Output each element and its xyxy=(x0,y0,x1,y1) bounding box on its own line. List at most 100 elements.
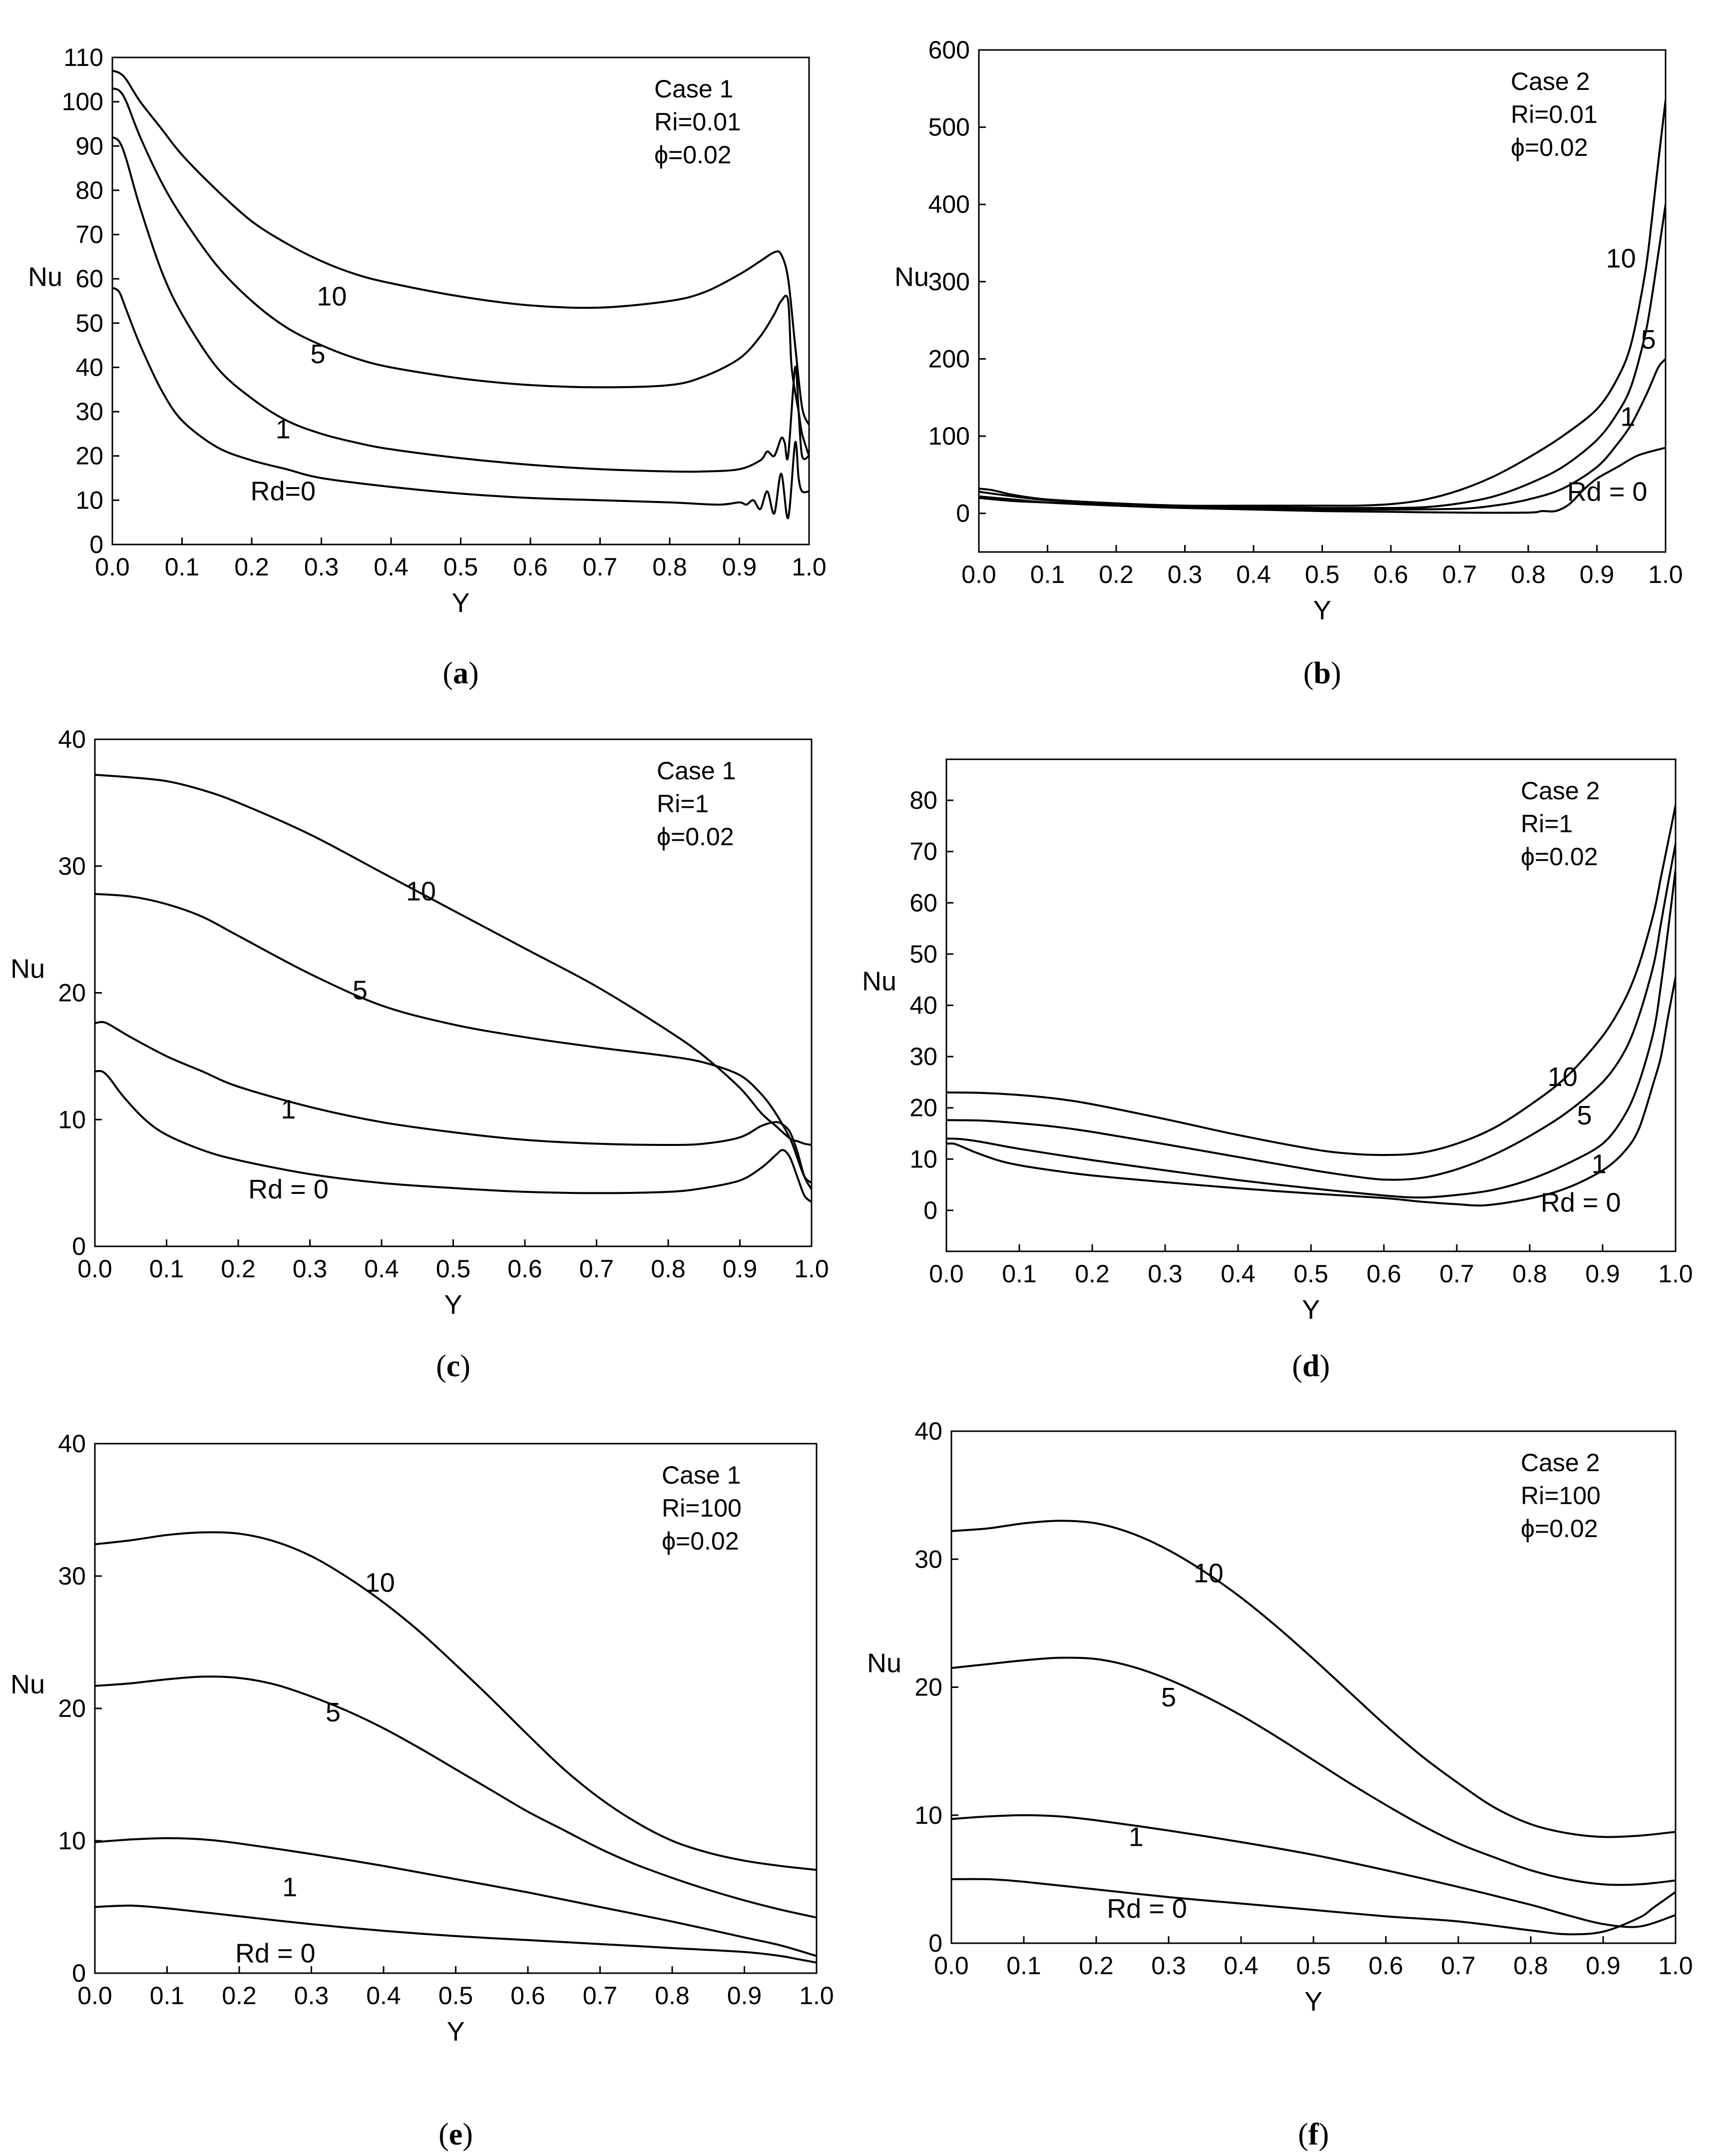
x-axis-label: Y xyxy=(446,2017,464,2047)
x-tick-label: 0.1 xyxy=(1002,1260,1037,1288)
series-line-rd=0 xyxy=(95,1904,817,1964)
chart-panel-f: 0.0 0.1 0.2 0.3 0.4 0.5 0.6 0.7 0.8 0.9 1.0 0 10 20 30… xyxy=(867,1417,1693,2152)
series-line-10 xyxy=(951,1520,1676,1838)
curve-label: 1 xyxy=(281,1094,296,1124)
curve-label: Rd = 0 xyxy=(235,1938,316,1968)
curve-label: 10 xyxy=(317,282,347,312)
info-line: ϕ=0.02 xyxy=(654,141,732,169)
series-line-5 xyxy=(946,843,1676,1181)
x-tick-label: 1.0 xyxy=(794,1255,829,1283)
x-tick-label: 0.7 xyxy=(583,553,618,581)
x-tick-label: 0.9 xyxy=(723,1255,758,1283)
caption-letter: b xyxy=(1313,656,1330,690)
curve-label: 5 xyxy=(311,339,326,369)
x-tick-label: 0.6 xyxy=(1366,1260,1401,1288)
y-tick-label: 100 xyxy=(62,88,103,116)
y-tick-label: 40 xyxy=(914,1417,942,1445)
y-tick-label: 80 xyxy=(75,176,103,204)
x-tick-label: 0.0 xyxy=(77,1255,112,1283)
x-tick-label: 0.1 xyxy=(150,1982,185,2010)
x-tick-label: 0.4 xyxy=(364,1255,399,1283)
x-tick-label: 0.9 xyxy=(722,553,757,581)
caption-paren: ) xyxy=(460,1349,470,1383)
x-tick-label: 0.2 xyxy=(234,553,269,581)
chart-panel-a: 0.0 0.1 0.2 0.3 0.4 0.5 0.6 0.7 0.8 0.9 1.0 0 10 20 30… xyxy=(28,43,827,690)
x-tick-label: 0.0 xyxy=(77,1982,112,2010)
y-tick-label: 30 xyxy=(58,1562,86,1590)
x-tick-label: 1.0 xyxy=(792,553,827,581)
caption-paren: ) xyxy=(462,2118,473,2152)
x-tick-label: 0.0 xyxy=(934,1952,969,1980)
x-axis-label: Y xyxy=(451,588,469,618)
x-tick-label: 0.5 xyxy=(1296,1952,1331,1980)
x-tick-label: 0.2 xyxy=(1079,1952,1114,1980)
y-tick-label: 0 xyxy=(923,1196,937,1224)
info-line: Case 1 xyxy=(654,75,733,103)
x-tick-label: 0.7 xyxy=(1439,1260,1474,1288)
x-tick-label: 0.9 xyxy=(727,1982,762,2010)
x-axis-label: Y xyxy=(1304,1987,1322,2017)
curve-label: 5 xyxy=(326,1697,341,1727)
x-axis-label: Y xyxy=(1313,595,1331,625)
info-line: Ri=1 xyxy=(657,790,709,818)
x-tick-label: 0.3 xyxy=(304,553,339,581)
y-tick-label: 500 xyxy=(928,113,970,141)
y-axis-label: Nu xyxy=(10,1669,45,1699)
y-tick-label: 0 xyxy=(72,1959,86,1987)
y-tick-label: 90 xyxy=(75,132,103,160)
y-axis-label: Nu xyxy=(867,1648,901,1678)
x-tick-label: 0.6 xyxy=(1368,1952,1403,1980)
x-tick-label: 0.8 xyxy=(1512,1260,1547,1288)
x-tick-label: 0.0 xyxy=(929,1260,964,1288)
panel-caption: (a) xyxy=(442,656,478,690)
y-tick-label: 600 xyxy=(928,36,970,64)
x-axis-label: Y xyxy=(444,1290,462,1320)
x-tick-label: 0.3 xyxy=(1168,560,1203,588)
x-tick-label: 0.9 xyxy=(1585,1260,1620,1288)
x-tick-label: 0.6 xyxy=(510,1982,545,2010)
x-tick-label: 0.2 xyxy=(1075,1260,1110,1288)
x-tick-label: 0.9 xyxy=(1586,1952,1621,1980)
caption-letter: c xyxy=(446,1349,460,1383)
y-tick-label: 400 xyxy=(928,190,970,218)
y-tick-label: 50 xyxy=(75,309,103,337)
x-tick-label: 0.5 xyxy=(1305,560,1340,588)
series-line-rd=0 xyxy=(112,287,809,519)
info-line: Case 2 xyxy=(1521,1449,1600,1477)
y-axis-label: Nu xyxy=(10,954,45,984)
x-tick-label: 0.5 xyxy=(436,1255,471,1283)
x-tick-label: 0.4 xyxy=(1224,1952,1259,1980)
y-tick-label: 30 xyxy=(914,1545,942,1573)
y-tick-label: 10 xyxy=(58,1827,86,1855)
caption-paren: ) xyxy=(468,656,479,690)
series-line-1 xyxy=(112,136,809,473)
series-line-5 xyxy=(979,204,1666,510)
x-tick-label: 0.5 xyxy=(1293,1260,1328,1288)
panel-caption: (d) xyxy=(1292,1349,1330,1383)
y-tick-label: 20 xyxy=(914,1673,942,1701)
caption-letter: f xyxy=(1308,2118,1319,2152)
y-tick-label: 30 xyxy=(909,1043,937,1071)
caption-letter: a xyxy=(453,656,468,690)
series-line-5 xyxy=(95,893,812,1184)
y-tick-label: 20 xyxy=(75,442,103,470)
info-line: ϕ=0.02 xyxy=(1521,843,1598,871)
info-line: Case 2 xyxy=(1521,777,1600,805)
y-tick-label: 0 xyxy=(956,500,970,528)
y-tick-label: 10 xyxy=(75,486,103,514)
curve-label: 10 xyxy=(406,877,436,907)
x-tick-label: 0.7 xyxy=(579,1255,614,1283)
caption-paren: ( xyxy=(436,1349,446,1383)
series-line-1 xyxy=(95,1837,817,1957)
panel-caption: (c) xyxy=(436,1349,470,1383)
y-tick-label: 70 xyxy=(909,838,937,866)
y-tick-label: 40 xyxy=(909,992,937,1020)
x-tick-label: 0.4 xyxy=(1221,1260,1256,1288)
curve-label: 1 xyxy=(1592,1149,1607,1179)
curve-label: 10 xyxy=(365,1568,395,1598)
curve-label: Rd=0 xyxy=(250,477,316,507)
y-tick-label: 10 xyxy=(914,1801,942,1829)
x-tick-label: 0.5 xyxy=(438,1982,473,2010)
y-tick-label: 0 xyxy=(72,1232,86,1260)
